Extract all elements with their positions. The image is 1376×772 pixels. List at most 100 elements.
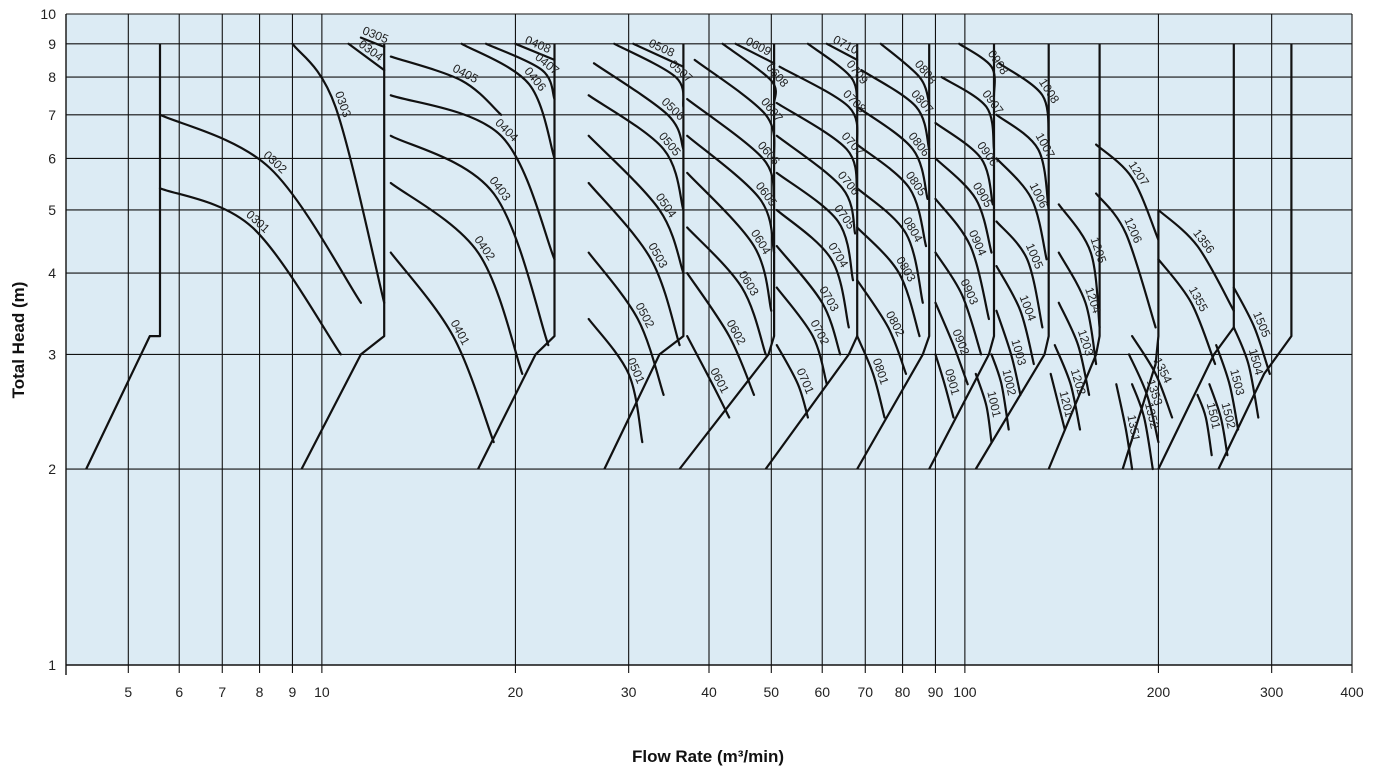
curve-0709 (806, 42, 859, 108)
curve-label: 1502 (1218, 401, 1238, 431)
curve-0710 (825, 42, 859, 61)
curve-1502 (1208, 383, 1229, 457)
y-tick-label: 8 (48, 69, 56, 85)
y-tick-label: 5 (48, 202, 56, 218)
y-tick-label: 2 (48, 461, 56, 477)
x-tick-label: 30 (621, 684, 637, 700)
curve-label: 1001 (984, 390, 1004, 419)
curve-0408 (514, 42, 556, 61)
x-tick-label: 100 (953, 684, 977, 700)
curve-0503 (587, 181, 681, 347)
curve-0602 (686, 272, 756, 396)
curve-0701 (775, 344, 809, 419)
y-axis-title: Total Head (m) (9, 282, 28, 399)
curve-0303 (291, 42, 386, 304)
y-tick-label: 7 (48, 107, 56, 123)
y-tick-label: 9 (48, 36, 56, 52)
x-tick-label: 200 (1147, 684, 1171, 700)
curve-1204 (1057, 251, 1098, 366)
boundary-line (856, 43, 931, 470)
curve-0708 (778, 65, 859, 146)
curve-1353 (1127, 353, 1160, 444)
curve-1203 (1057, 301, 1091, 396)
boundary-line (1121, 210, 1160, 470)
curve-0507 (613, 42, 685, 108)
curve-0902 (934, 301, 969, 386)
curve-0406 (460, 42, 556, 160)
curve-1354 (1131, 335, 1174, 419)
curve-0402 (389, 181, 524, 375)
curve-0404 (389, 94, 556, 261)
curve-label: 1503 (1227, 368, 1247, 398)
boundary-line (477, 43, 556, 470)
curve-label: 1352 (1142, 401, 1162, 431)
curve-0704 (775, 208, 850, 329)
curve-0304 (347, 42, 386, 72)
axes: 5 6 7 8 9 10 20 30 40 50 60 70 80 90 100 200 300 400 1 2 3 4 5… (40, 6, 1363, 700)
curve-0401 (389, 251, 495, 444)
curve-0403 (389, 134, 550, 347)
x-tick-label: 50 (764, 684, 780, 700)
x-axis-title: Flow Rate (m³/min) (632, 747, 784, 766)
curve-1205 (1057, 203, 1101, 329)
curve-label: 1201 (1056, 389, 1076, 419)
x-tick-label: 80 (895, 684, 911, 700)
boundary-line (85, 43, 162, 470)
curve-series (158, 36, 1271, 471)
curve-1202 (1053, 344, 1082, 431)
curve-0904 (934, 197, 990, 321)
curve-label: 1504 (1246, 347, 1267, 377)
curve-0501 (587, 317, 644, 444)
x-tick-label: 90 (928, 684, 944, 700)
x-tick-label: 300 (1260, 684, 1284, 700)
curve-0702 (775, 286, 828, 386)
x-tick-label: 6 (175, 684, 183, 700)
curve-0302 (158, 113, 362, 304)
x-tick-label: 5 (124, 684, 132, 700)
x-tick-label: 400 (1340, 684, 1364, 700)
y-tick-label: 1 (48, 657, 56, 673)
curve-0607 (693, 58, 776, 160)
boundary-line (974, 43, 1050, 470)
curve-0808 (879, 42, 931, 105)
curve-0605 (686, 134, 776, 254)
x-tick-label: 20 (508, 684, 524, 700)
curve-label: 1501 (1204, 401, 1224, 431)
curve-1351 (1115, 383, 1134, 471)
curve-0305 (359, 36, 386, 48)
x-tick-label: 70 (857, 684, 873, 700)
boundary-line (1157, 43, 1235, 470)
boundary-line (928, 43, 996, 470)
y-tick-label: 4 (48, 265, 56, 281)
curve-0506 (592, 62, 685, 151)
boundary-line (300, 43, 386, 470)
curve-0907 (940, 76, 996, 151)
x-tick-label: 9 (289, 684, 297, 700)
boundary-line (1047, 43, 1101, 470)
x-tick-label: 40 (701, 684, 717, 700)
curve-0606 (686, 98, 776, 200)
curve-0908 (958, 42, 996, 97)
curve-1005 (995, 220, 1044, 329)
curve-0608 (721, 42, 777, 105)
boundary-line (1217, 43, 1293, 470)
curve-0502 (587, 251, 665, 396)
curve-1503 (1215, 344, 1240, 431)
curve-1201 (1049, 372, 1066, 431)
curve-0801 (856, 335, 886, 419)
curve-0505 (587, 94, 685, 212)
curve-0903 (934, 251, 983, 356)
x-tick-label: 60 (814, 684, 830, 700)
y-tick-label: 10 (40, 6, 56, 22)
curve-0603 (686, 226, 767, 356)
y-tick-label: 6 (48, 150, 56, 166)
curve-1001 (974, 372, 993, 444)
curve-1355 (1157, 258, 1217, 366)
curve-0804 (856, 187, 924, 304)
curve-0405 (389, 55, 503, 116)
curve-label: 1002 (1000, 368, 1020, 397)
curve-0601 (686, 335, 731, 419)
curve-0806 (856, 105, 929, 200)
curve-label: 1351 (1124, 414, 1143, 443)
